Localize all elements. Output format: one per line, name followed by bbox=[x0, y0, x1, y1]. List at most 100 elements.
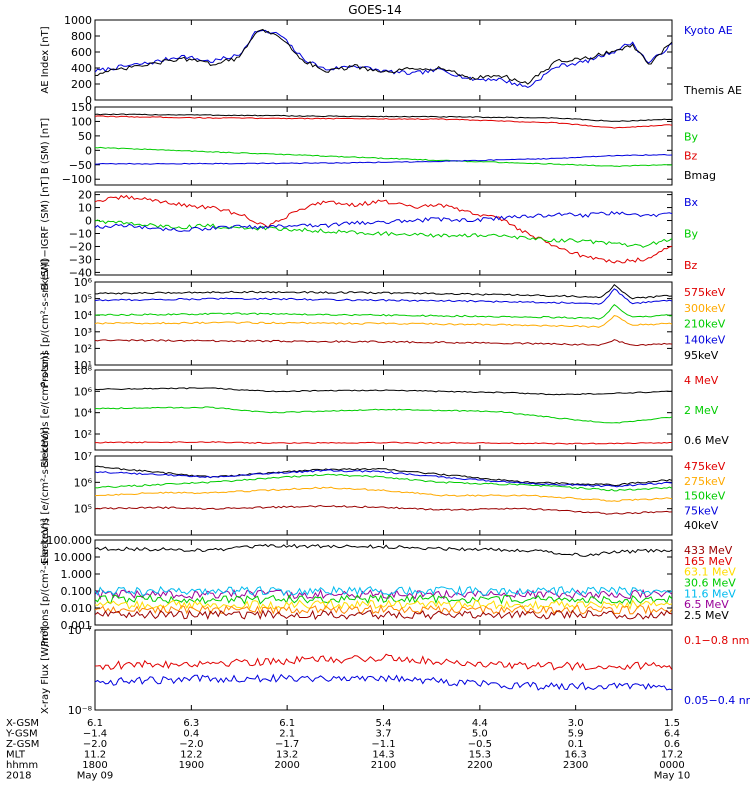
series-line-140kev bbox=[95, 288, 672, 305]
series-line-themis-ae bbox=[95, 28, 672, 85]
x-axis-value: 0.1 bbox=[568, 739, 584, 750]
legend-entry: 165 MeV bbox=[684, 555, 733, 568]
series-line-11-6-mev bbox=[95, 585, 672, 597]
legend-entry: 2 MeV bbox=[684, 404, 719, 417]
series-line-95kev bbox=[95, 283, 672, 300]
x-axis-value: 0.4 bbox=[183, 729, 199, 740]
y-tick-label: 50 bbox=[78, 130, 92, 143]
x-axis-value: 1.5 bbox=[664, 718, 680, 729]
x-axis-value: 6.1 bbox=[279, 718, 295, 729]
y-tick-label: 1000 bbox=[64, 14, 92, 27]
series-line-275kev bbox=[95, 486, 672, 502]
series-line-150kev bbox=[95, 473, 672, 492]
series-group bbox=[95, 113, 672, 168]
legend-entry: 75keV bbox=[684, 504, 719, 517]
x-axis-value: 6.3 bbox=[183, 718, 199, 729]
series-line-bmag bbox=[95, 113, 672, 122]
x-axis-value: 13.2 bbox=[276, 750, 298, 761]
y-tick-label: 0.001 bbox=[61, 619, 93, 632]
series-line-475kev bbox=[95, 504, 672, 515]
y-tick-label: 100 bbox=[71, 115, 92, 128]
y-tick-label: 10³ bbox=[74, 326, 92, 339]
x-axis-row-label: Z-GSM bbox=[6, 739, 39, 750]
legend-entry: 11.6 MeV bbox=[684, 587, 736, 600]
x-axis-value: May 09 bbox=[77, 771, 114, 782]
legend-entry: 433 MeV bbox=[684, 544, 733, 557]
series-line-433-mev bbox=[95, 609, 672, 621]
y-tick-label: 10⁴ bbox=[74, 407, 93, 420]
y-tick-label: 10.000 bbox=[54, 551, 93, 564]
panel-ae: 0 200 400 600 800 1000 AE Index [nT] Kyoto AE Th… bbox=[40, 14, 742, 107]
y-tick-label: −20 bbox=[69, 240, 92, 253]
series-group bbox=[95, 543, 672, 621]
y-axis-label: Electrons [e/(cm²-s-sr-keV)] bbox=[40, 427, 51, 564]
y-axis-label: Protons [p/(cm²-s-sr-keV)] bbox=[40, 259, 51, 387]
x-axis-value: 2100 bbox=[371, 760, 396, 771]
y-tick-label: 800 bbox=[71, 30, 92, 43]
y-tick-label: 0 bbox=[85, 215, 92, 228]
series-line-75kev bbox=[95, 469, 672, 488]
series-line-210kev bbox=[95, 304, 672, 320]
x-axis-value: −1.7 bbox=[275, 739, 299, 750]
x-axis-value: 0000 bbox=[659, 760, 684, 771]
y-tick-label: 0 bbox=[85, 94, 92, 107]
y-tick-label: 10⁶ bbox=[74, 476, 93, 489]
legend-entry: 140keV bbox=[684, 333, 726, 346]
y-tick-label: 400 bbox=[71, 62, 92, 75]
x-axis-table: X-GSMY-GSMZ-GSMMLThhmm20186.1−1.4−2.011.… bbox=[5, 718, 690, 782]
legend-entry: 475keV bbox=[684, 460, 726, 473]
y-tick-label: 0.010 bbox=[61, 602, 93, 615]
legend-entry: 4 MeV bbox=[684, 374, 719, 387]
y-tick-label: 10¹ bbox=[74, 359, 92, 372]
series-line-300kev bbox=[95, 315, 672, 328]
x-axis-value: −1.1 bbox=[371, 739, 395, 750]
legend-entry: 150keV bbox=[684, 490, 726, 503]
series-line-4-mev bbox=[95, 441, 672, 445]
x-axis-value: 12.2 bbox=[180, 750, 202, 761]
series-line-0-6-mev bbox=[95, 387, 672, 396]
x-axis-row-label: hhmm bbox=[6, 760, 38, 771]
y-tick-label: 0 bbox=[85, 144, 92, 157]
legend-entry: 0.6 MeV bbox=[684, 434, 729, 447]
x-axis-value: 2.1 bbox=[279, 729, 295, 740]
x-axis-value: 5.0 bbox=[472, 729, 488, 740]
series-group bbox=[95, 194, 672, 264]
y-tick-label: 100.000 bbox=[47, 534, 93, 547]
y-tick-label: −30 bbox=[69, 253, 92, 266]
x-axis-value: May 10 bbox=[654, 771, 691, 782]
series-line-bz bbox=[95, 115, 672, 129]
x-axis-row-label: Y-GSM bbox=[5, 729, 38, 740]
legend-entry: 575keV bbox=[684, 286, 726, 299]
y-tick-label: 0.100 bbox=[61, 585, 93, 598]
y-tick-label: 10⁵ bbox=[74, 503, 92, 516]
legend-entry: 63.1 MeV bbox=[684, 566, 736, 579]
y-axis-label: X-ray Flux [W/m²] bbox=[40, 626, 51, 714]
legend-entry: Kyoto AE bbox=[684, 24, 733, 37]
x-axis-value: 5.9 bbox=[568, 729, 584, 740]
y-tick-label: 10² bbox=[74, 428, 92, 441]
y-tick-label: 600 bbox=[71, 46, 92, 59]
legend-entry: Bx bbox=[684, 196, 699, 209]
series-line-575kev bbox=[95, 339, 672, 347]
y-axis-label: B (SM)−IGRF (SM) [nT] bbox=[40, 176, 51, 290]
x-axis-value: 6.4 bbox=[664, 729, 680, 740]
y-axis-label: AE Index [nT] bbox=[40, 26, 51, 93]
legend-entry: Themis AE bbox=[683, 84, 742, 97]
series-line-0-1-0-8-nm bbox=[95, 653, 672, 671]
panel-protons1: 10¹ 10² 10³ 10⁴ 10⁵ 10⁶ Protons [p/(cm²-s-sr-k… bbox=[40, 259, 726, 387]
series-line-by bbox=[95, 146, 672, 168]
series-line-bz bbox=[95, 194, 672, 264]
panel-frame bbox=[94, 455, 673, 536]
y-tick-label: 10⁻⁸ bbox=[68, 704, 93, 717]
series-group bbox=[95, 653, 672, 691]
series-group bbox=[95, 465, 672, 515]
legend-entry: By bbox=[684, 130, 699, 143]
panel-electrons2: 10⁵ 10⁶ 10⁷ Electrons [e/(cm²-s-sr-keV)] 475… bbox=[40, 427, 726, 564]
legend-entry: 2.5 MeV bbox=[684, 609, 729, 622]
x-axis-value: 3.7 bbox=[376, 729, 392, 740]
series-line-by bbox=[95, 219, 672, 248]
y-tick-label: 20 bbox=[78, 189, 92, 202]
